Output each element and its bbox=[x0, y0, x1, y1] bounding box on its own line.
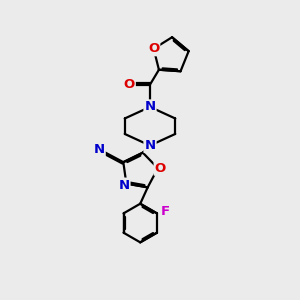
Text: N: N bbox=[144, 139, 156, 152]
Text: N: N bbox=[144, 100, 156, 113]
Text: O: O bbox=[124, 78, 135, 91]
Text: N: N bbox=[118, 178, 130, 192]
Text: O: O bbox=[154, 162, 166, 175]
Text: F: F bbox=[161, 206, 170, 218]
Text: N: N bbox=[94, 143, 105, 156]
Text: O: O bbox=[148, 42, 159, 55]
